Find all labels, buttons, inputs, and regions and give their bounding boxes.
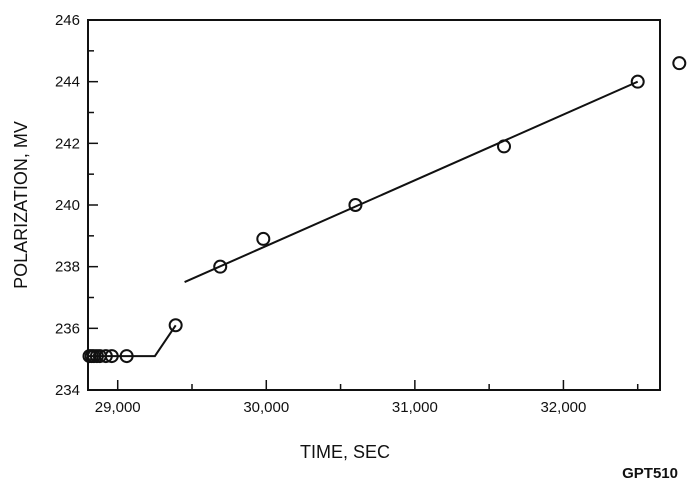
data-point	[256, 231, 271, 246]
figure-id: GPT510	[622, 465, 678, 482]
y-tick-label: 244	[55, 74, 80, 91]
data-point	[98, 349, 113, 364]
data-point	[348, 198, 363, 212]
x-tick-label: 30,000	[243, 399, 289, 416]
axes: 234 236 238 240 242 244 246 29,000 30,000 31,000 3…	[55, 12, 661, 416]
baseline-line	[88, 324, 177, 358]
data-point	[168, 318, 183, 333]
y-tick-label: 234	[55, 382, 80, 399]
x-tick-label: 29,000	[95, 399, 141, 416]
y-tick-label: 236	[55, 320, 80, 337]
y-tick-label: 240	[55, 197, 80, 214]
data-point	[119, 349, 134, 364]
y-tick-label: 246	[55, 12, 80, 29]
y-tick-label: 242	[55, 135, 80, 152]
data-point	[630, 74, 645, 89]
x-tick-label: 32,000	[540, 399, 586, 416]
x-axis-title: TIME, SEC	[300, 442, 390, 462]
data-points	[82, 56, 687, 364]
data-point	[104, 349, 119, 364]
x-tick-label: 31,000	[392, 399, 438, 416]
fit-lines	[88, 80, 639, 358]
data-point	[497, 139, 511, 154]
data-point	[213, 259, 228, 274]
y-tick-label: 238	[55, 259, 80, 276]
fit-line	[184, 80, 639, 284]
plot-frame	[87, 19, 661, 391]
data-point	[672, 56, 687, 71]
y-axis-title: POLARIZATION, MV	[11, 121, 31, 289]
